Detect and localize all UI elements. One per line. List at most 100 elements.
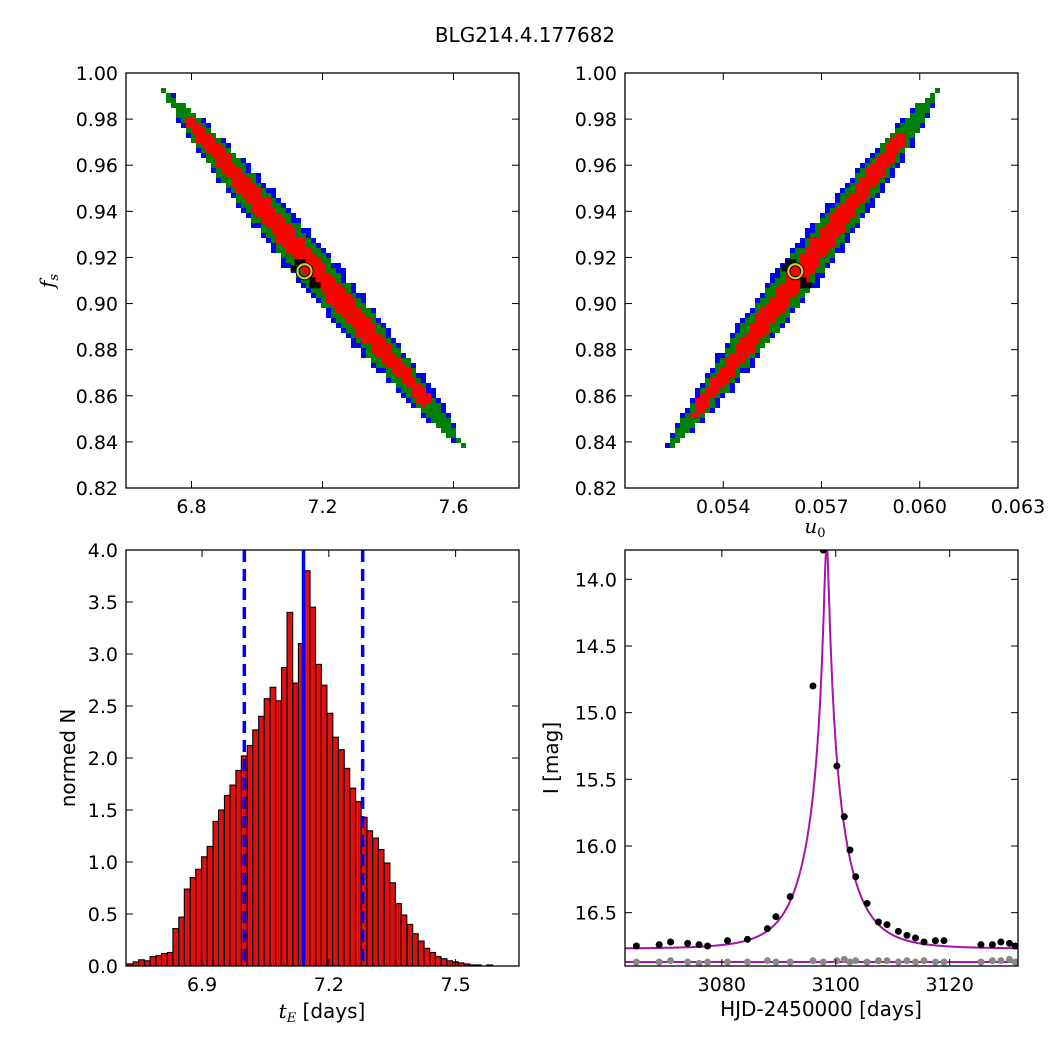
density-cell <box>780 318 785 323</box>
density-cell <box>281 258 286 263</box>
density-cell <box>745 363 750 368</box>
density-cell <box>351 328 356 333</box>
density-cell <box>700 393 705 398</box>
density-cell <box>401 373 406 378</box>
density-cell <box>720 368 725 373</box>
density-cell <box>406 358 411 363</box>
density-cell <box>800 293 805 298</box>
density-cell <box>750 353 755 358</box>
density-cell <box>381 323 386 328</box>
density-cell <box>256 193 261 198</box>
density-cell <box>875 153 880 158</box>
density-cell <box>885 163 890 168</box>
x-tick-label: 7.5 <box>441 974 471 996</box>
density-cell <box>256 208 261 213</box>
density-cell <box>331 313 336 318</box>
density-cell <box>740 353 745 358</box>
density-cell <box>411 368 416 373</box>
density-cell <box>166 98 171 103</box>
density-cell <box>421 383 426 388</box>
density-cell <box>825 243 830 248</box>
density-cell <box>356 318 361 323</box>
density-cell <box>840 213 845 218</box>
density-cell <box>825 223 830 228</box>
density-cell <box>865 173 870 178</box>
residual-point <box>724 958 732 966</box>
density-cell <box>186 118 191 123</box>
density-cell <box>271 218 276 223</box>
density-cell <box>725 348 730 353</box>
density-cell <box>750 328 755 333</box>
density-cell <box>366 348 371 353</box>
density-cell <box>281 263 286 268</box>
density-cell <box>241 203 246 208</box>
density-cell <box>396 368 401 373</box>
hist-bar <box>160 952 168 966</box>
density-cell <box>830 208 835 213</box>
density-cell <box>690 423 695 428</box>
density-cell <box>276 223 281 228</box>
density-cell <box>755 298 760 303</box>
density-cell <box>805 228 810 233</box>
x-tick-label: 7.6 <box>438 496 468 518</box>
hist-bar <box>235 769 243 966</box>
density-cell <box>760 328 765 333</box>
best-fit-cell <box>299 259 306 266</box>
density-cell <box>815 253 820 258</box>
residual-point <box>883 957 891 965</box>
density-cell <box>735 323 740 328</box>
density-cell <box>745 328 750 333</box>
density-cell <box>715 398 720 403</box>
data-point <box>940 937 948 945</box>
density-cell <box>176 103 181 108</box>
density-cell <box>765 318 770 323</box>
density-cell <box>181 113 186 118</box>
density-cell <box>451 428 456 433</box>
density-cell <box>206 153 211 158</box>
density-cell <box>396 353 401 358</box>
hist-bar <box>354 801 362 966</box>
density-cell <box>386 358 391 363</box>
density-cell <box>735 368 740 373</box>
hist-bar <box>275 700 282 966</box>
density-cell <box>905 143 910 148</box>
density-cell <box>381 348 386 353</box>
density-cell <box>805 243 810 248</box>
density-cell <box>411 383 416 388</box>
data-point <box>724 937 732 945</box>
residual-point <box>920 957 928 965</box>
residual-point <box>852 957 860 965</box>
density-cell <box>735 373 740 378</box>
hist-bar <box>417 940 425 966</box>
density-cell <box>451 423 456 428</box>
density-cell <box>356 333 361 338</box>
density-cell <box>895 158 900 163</box>
density-cell <box>321 303 326 308</box>
density-cell <box>835 208 840 213</box>
density-cell <box>286 213 291 218</box>
hist-bar <box>155 955 163 966</box>
density-cell <box>396 373 401 378</box>
density-cell <box>810 238 815 243</box>
x-tick-label: 7.2 <box>307 496 337 518</box>
density-cell <box>715 393 720 398</box>
density-cell <box>291 233 296 238</box>
density-cell <box>196 133 201 138</box>
density-cell <box>246 203 251 208</box>
density-cell <box>685 428 690 433</box>
density-cell <box>281 228 286 233</box>
density-cell <box>271 208 276 213</box>
density-cell <box>436 423 441 428</box>
density-cell <box>875 173 880 178</box>
density-cell <box>730 348 735 353</box>
density-cell <box>271 188 276 193</box>
density-cell <box>271 228 276 233</box>
density-cell <box>286 258 291 263</box>
residual-point <box>743 958 751 966</box>
density-cell <box>201 128 206 133</box>
x-tick-label: 0.057 <box>794 496 848 518</box>
density-cell <box>685 413 690 418</box>
density-cell <box>890 158 895 163</box>
density-cell <box>715 378 720 383</box>
density-cell <box>675 423 680 428</box>
